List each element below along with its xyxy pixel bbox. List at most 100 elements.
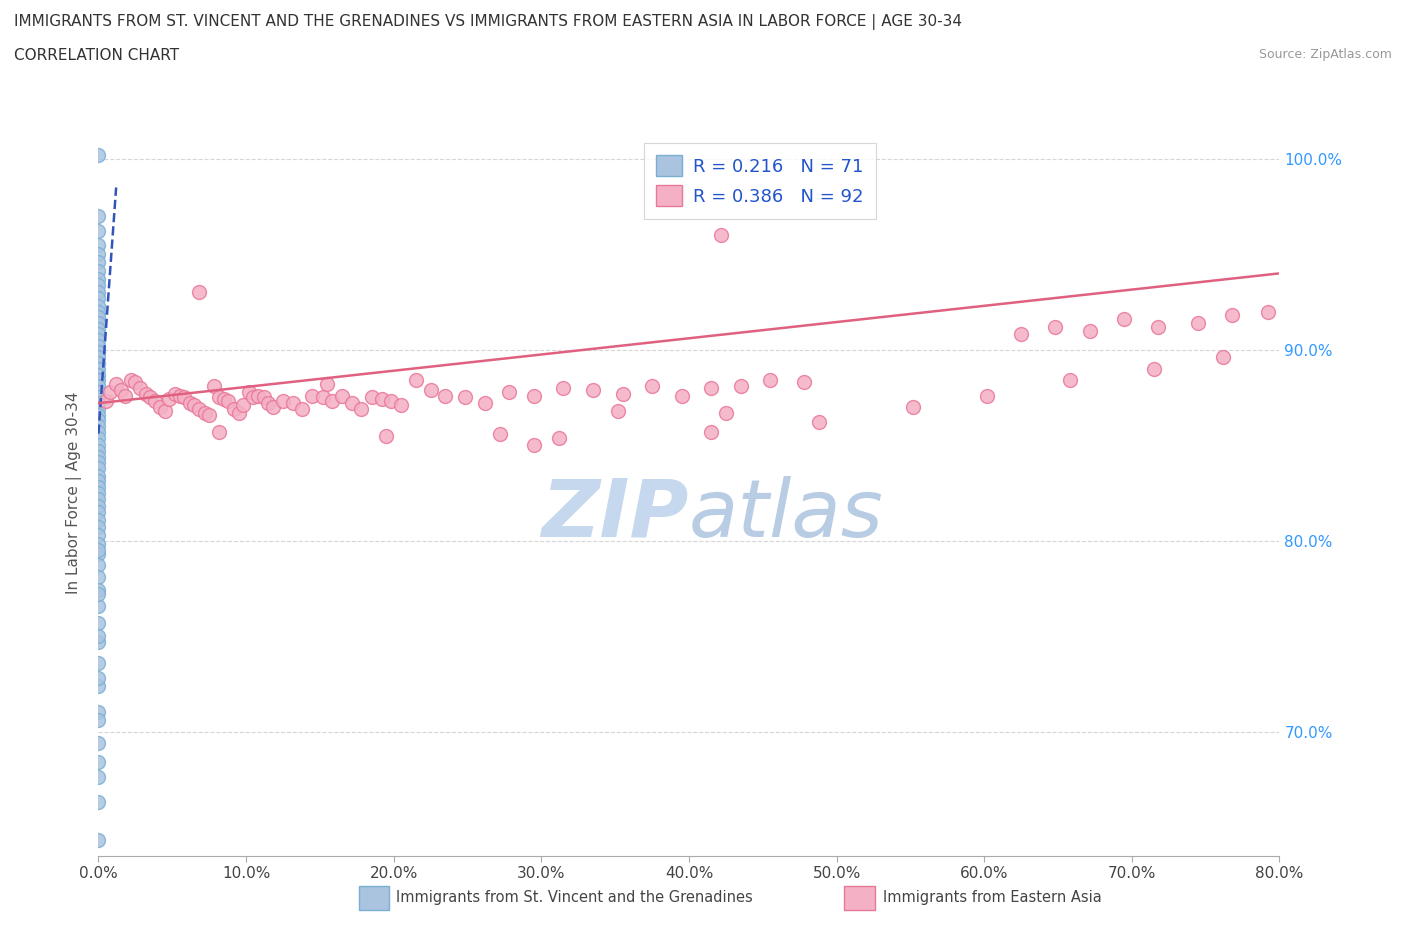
Point xyxy=(157,392,180,406)
Point xyxy=(498,384,520,399)
Point xyxy=(87,537,110,551)
Point xyxy=(87,598,110,613)
Point xyxy=(87,485,110,500)
Point xyxy=(198,407,221,422)
Point xyxy=(330,388,353,403)
Point xyxy=(1279,591,1302,605)
Point xyxy=(87,671,110,685)
Point xyxy=(607,404,630,418)
Point xyxy=(976,388,998,403)
Point xyxy=(612,386,634,401)
Point xyxy=(671,388,693,403)
Point xyxy=(153,404,176,418)
Point xyxy=(903,400,925,415)
Point xyxy=(165,386,187,401)
Point xyxy=(114,388,136,403)
Point xyxy=(87,272,110,286)
Point xyxy=(87,362,110,377)
Point xyxy=(405,373,427,388)
Point xyxy=(1114,312,1136,326)
Point xyxy=(1316,373,1339,388)
Point xyxy=(87,569,110,584)
Point xyxy=(474,396,496,411)
Point xyxy=(87,543,110,558)
Point xyxy=(434,388,457,403)
Text: ZIP: ZIP xyxy=(541,475,689,553)
Point xyxy=(87,379,110,393)
Point xyxy=(87,344,110,359)
Point xyxy=(87,310,110,325)
Point xyxy=(87,438,110,453)
Point xyxy=(87,304,110,319)
Point xyxy=(105,377,128,392)
Point xyxy=(389,398,412,413)
Point xyxy=(375,428,398,443)
Point xyxy=(124,375,146,390)
Point xyxy=(87,246,110,261)
Point xyxy=(419,382,441,397)
Point xyxy=(87,299,110,313)
Point xyxy=(1257,304,1279,319)
Point xyxy=(87,224,110,239)
Point xyxy=(301,388,323,403)
Point xyxy=(202,379,225,393)
Point xyxy=(179,396,201,411)
Point xyxy=(291,402,314,417)
Point xyxy=(1147,319,1170,334)
Point xyxy=(87,402,110,417)
Point xyxy=(257,396,280,411)
Point xyxy=(523,388,546,403)
Point xyxy=(87,355,110,370)
Point xyxy=(228,405,250,420)
Point xyxy=(1187,315,1209,330)
Point xyxy=(87,498,110,513)
Point xyxy=(135,386,157,401)
Point xyxy=(87,407,110,422)
Point xyxy=(87,455,110,470)
Point xyxy=(321,393,343,408)
Point xyxy=(87,291,110,306)
Point xyxy=(87,449,110,464)
Point xyxy=(87,237,110,252)
Point xyxy=(1291,300,1313,315)
Point xyxy=(1212,350,1234,365)
Point xyxy=(87,264,110,279)
Point xyxy=(183,398,205,413)
Point xyxy=(87,678,110,693)
Point xyxy=(253,390,276,405)
Point xyxy=(1043,319,1066,334)
Point xyxy=(807,415,830,430)
Point xyxy=(350,402,373,417)
Point xyxy=(87,634,110,649)
Point xyxy=(523,438,546,453)
Point xyxy=(87,705,110,720)
Point xyxy=(553,380,575,395)
Point xyxy=(1059,373,1081,388)
Point xyxy=(87,512,110,527)
Point xyxy=(87,770,110,785)
Point xyxy=(149,400,172,415)
Point xyxy=(208,424,231,439)
Point xyxy=(87,527,110,542)
Point xyxy=(87,444,110,458)
Point xyxy=(714,405,737,420)
Point xyxy=(87,491,110,506)
Point xyxy=(87,656,110,671)
Point xyxy=(87,736,110,751)
Point xyxy=(128,380,150,395)
Point xyxy=(371,392,394,406)
Point xyxy=(224,402,246,417)
Text: atlas: atlas xyxy=(689,475,884,553)
Point xyxy=(283,396,305,411)
Point xyxy=(453,390,475,405)
Point xyxy=(312,390,335,405)
Point xyxy=(94,393,117,408)
Point xyxy=(187,402,209,417)
Point xyxy=(208,390,231,405)
Point xyxy=(730,379,752,393)
Point xyxy=(98,384,121,399)
Point xyxy=(262,400,284,415)
Point xyxy=(87,754,110,769)
Point xyxy=(87,350,110,365)
Legend: R = 0.216   N = 71, R = 0.386   N = 92: R = 0.216 N = 71, R = 0.386 N = 92 xyxy=(644,143,876,219)
